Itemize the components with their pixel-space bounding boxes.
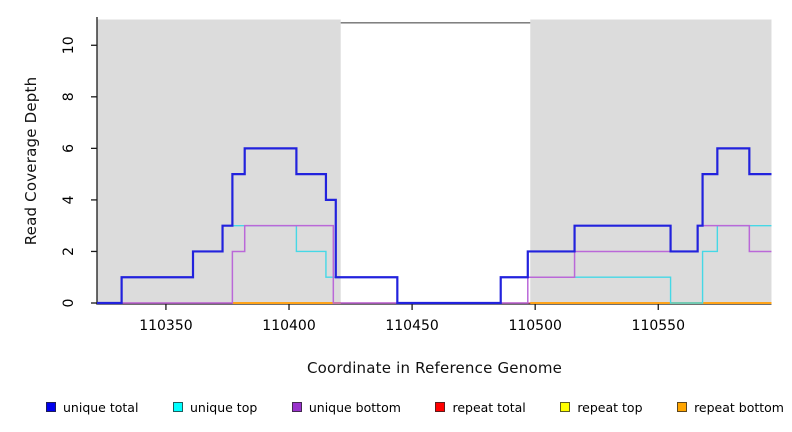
x-tick-label: 110550 <box>632 318 685 334</box>
legend-item: unique top <box>172 399 258 415</box>
shaded-region <box>97 19 341 304</box>
y-tick-label: 4 <box>61 195 77 204</box>
y-tick-label: 6 <box>61 144 77 153</box>
y-tick-label: 10 <box>61 36 77 54</box>
series-line-unique-bottom <box>97 224 772 304</box>
legend-label: unique bottom <box>308 399 401 415</box>
y-tick-label: 0 <box>61 299 77 308</box>
legend-label: repeat bottom <box>694 399 784 415</box>
legend-swatch-repeat-bottom <box>677 402 688 412</box>
legend-item: unique total <box>46 400 138 415</box>
y-axis-title: Read Coverage Depth <box>22 76 40 246</box>
legend-label: unique total <box>63 399 139 415</box>
legend-swatch-unique-bottom <box>291 402 302 412</box>
legend-label: repeat total <box>452 399 526 415</box>
legend-swatch-repeat-top <box>560 402 571 412</box>
legend: unique total unique top unique bottom repea… <box>46 396 784 418</box>
series-line-unique-total <box>97 147 772 305</box>
x-tick-label: 110400 <box>262 318 315 334</box>
legend-swatch-unique-top <box>172 402 183 412</box>
x-tick-label: 110350 <box>139 318 192 334</box>
legend-label: repeat top <box>577 399 643 415</box>
y-tick-label: 2 <box>61 247 77 256</box>
x-axis-title: Coordinate in Reference Genome <box>306 359 563 377</box>
legend-label: unique top <box>189 399 258 415</box>
legend-swatch-repeat-total <box>435 402 446 412</box>
y-tick-label: 8 <box>61 92 77 101</box>
x-tick-label: 110500 <box>508 318 561 334</box>
legend-swatch-unique-total <box>46 402 56 412</box>
legend-item: repeat total <box>435 399 526 415</box>
shaded-region <box>530 19 772 304</box>
x-tick-label: 110450 <box>385 318 438 334</box>
legend-item: unique bottom <box>291 399 401 415</box>
legend-item: repeat top <box>560 399 643 415</box>
legend-item: repeat bottom <box>677 400 784 415</box>
